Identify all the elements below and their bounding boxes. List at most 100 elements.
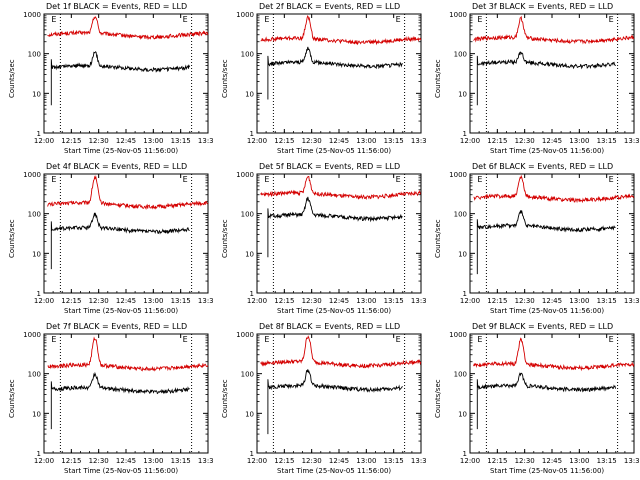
detector-panel: Det 3f BLACK = Events, RED = LLD Counts/s…	[426, 0, 639, 160]
detector-panel: Det 6f BLACK = Events, RED = LLD Counts/s…	[426, 160, 639, 320]
x-tick-label: 13:00	[143, 457, 163, 465]
event-marker-label: E	[609, 335, 614, 344]
plot-svg: 1 10 100 1000 12:00 12:15 12:30 12:45 13:00 13:15…	[23, 331, 213, 465]
x-tick-label: 12:00	[247, 297, 267, 305]
lld-series-line	[260, 335, 422, 369]
lld-series-line	[473, 337, 635, 372]
y-tick-label: 100	[28, 211, 41, 219]
x-tick-label: 13:30	[411, 137, 426, 145]
detector-panel: Det 8f BLACK = Events, RED = LLD Counts/s…	[213, 320, 426, 480]
event-marker-label: E	[477, 335, 482, 344]
lld-series-line	[473, 15, 635, 45]
x-tick-label: 12:00	[247, 457, 267, 465]
x-tick-label: 13:30	[198, 457, 213, 465]
x-tick-label: 12:30	[89, 297, 109, 305]
x-tick-label: 12:45	[329, 137, 349, 145]
panel-title: Det 3f BLACK = Events, RED = LLD	[472, 2, 614, 11]
event-marker-label: E	[264, 15, 269, 24]
detector-panel: Det 4f BLACK = Events, RED = LLD Counts/s…	[0, 160, 213, 320]
panel-title: Det 4f BLACK = Events, RED = LLD	[46, 162, 188, 171]
events-series-line	[50, 371, 190, 430]
y-tick-label: 1000	[449, 171, 467, 179]
x-tick-label: 12:30	[302, 297, 322, 305]
plot-svg: 1 10 100 1000 12:00 12:15 12:30 12:45 13:00 13:15…	[236, 11, 426, 145]
x-axis-label: Start Time (25-Nov-05 11:56:00)	[490, 467, 605, 475]
x-tick-label: 12:00	[460, 137, 480, 145]
x-tick-label: 13:30	[624, 297, 639, 305]
panel-title: Det 6f BLACK = Events, RED = LLD	[472, 162, 614, 171]
plot-svg: 1 10 100 1000 12:00 12:15 12:30 12:45 13:00 13:15…	[449, 11, 639, 145]
events-series-line	[50, 212, 190, 270]
event-marker-label: E	[477, 175, 482, 184]
x-tick-label: 13:30	[411, 297, 426, 305]
detector-panel: Det 2f BLACK = Events, RED = LLD Counts/s…	[213, 0, 426, 160]
x-tick-label: 13:15	[597, 137, 617, 145]
x-tick-label: 13:15	[597, 297, 617, 305]
y-tick-label: 1	[250, 450, 254, 458]
x-tick-label: 13:00	[569, 297, 589, 305]
y-tick-label: 10	[458, 410, 467, 418]
y-tick-label: 1000	[236, 11, 254, 19]
event-marker-label: E	[264, 335, 269, 344]
x-axis-label: Start Time (25-Nov-05 11:56:00)	[64, 467, 179, 475]
plot-frame	[256, 13, 422, 134]
panel-title: Det 2f BLACK = Events, RED = LLD	[259, 2, 401, 11]
event-marker-label: E	[51, 175, 56, 184]
event-marker-label: E	[477, 15, 482, 24]
y-tick-label: 1000	[236, 331, 254, 339]
y-tick-label: 10	[245, 90, 254, 98]
event-marker-label: E	[609, 15, 614, 24]
x-tick-label: 12:00	[34, 297, 54, 305]
x-tick-label: 13:15	[171, 137, 191, 145]
lld-series-line	[47, 15, 209, 41]
plot-frame	[469, 13, 635, 134]
lld-series-line	[260, 175, 421, 201]
x-tick-label: 12:30	[515, 297, 535, 305]
y-tick-label: 10	[245, 250, 254, 258]
plot-frame	[43, 333, 209, 454]
plot-frame	[256, 173, 422, 294]
y-tick-label: 100	[241, 211, 254, 219]
y-tick-label: 1	[463, 130, 467, 138]
x-tick-label: 12:45	[329, 457, 349, 465]
x-tick-label: 13:00	[569, 137, 589, 145]
event-marker-label: E	[264, 175, 269, 184]
y-tick-label: 1000	[23, 11, 41, 19]
event-marker-label: E	[183, 15, 188, 24]
y-tick-label: 1	[37, 290, 41, 298]
panel-title: Det 7f BLACK = Events, RED = LLD	[46, 322, 188, 331]
y-tick-label: 100	[28, 51, 41, 59]
x-tick-label: 12:45	[116, 457, 136, 465]
plot-svg: 1 10 100 1000 12:00 12:15 12:30 12:45 13:00 13:15…	[23, 11, 213, 145]
x-tick-label: 13:30	[198, 297, 213, 305]
y-tick-label: 100	[454, 371, 467, 379]
panel-title: Det 8f BLACK = Events, RED = LLD	[259, 322, 401, 331]
x-tick-label: 12:15	[61, 297, 81, 305]
y-tick-label: 10	[458, 250, 467, 258]
y-tick-label: 10	[32, 410, 41, 418]
event-marker-label: E	[183, 335, 188, 344]
x-tick-label: 12:15	[487, 137, 507, 145]
x-axis-label: Start Time (25-Nov-05 11:56:00)	[64, 307, 179, 315]
y-tick-label: 1	[250, 290, 254, 298]
y-tick-label: 100	[241, 371, 254, 379]
event-marker-label: E	[51, 15, 56, 24]
events-series-line	[50, 51, 191, 106]
x-tick-label: 12:15	[274, 137, 294, 145]
x-tick-label: 13:30	[624, 137, 639, 145]
event-marker-label: E	[396, 335, 401, 344]
y-tick-label: 100	[241, 51, 254, 59]
panel-title: Det 1f BLACK = Events, RED = LLD	[46, 2, 188, 11]
lld-series-line	[47, 175, 209, 210]
x-tick-label: 13:00	[356, 137, 376, 145]
panel-title: Det 5f BLACK = Events, RED = LLD	[259, 162, 401, 171]
x-tick-label: 12:00	[460, 457, 480, 465]
x-tick-label: 12:15	[274, 457, 294, 465]
y-tick-label: 1000	[449, 331, 467, 339]
event-marker-label: E	[396, 15, 401, 24]
plot-svg: 1 10 100 1000 12:00 12:15 12:30 12:45 13:00 13:15…	[449, 331, 639, 465]
lld-series-line	[47, 336, 209, 372]
lld-series-line	[260, 15, 422, 46]
y-tick-label: 10	[245, 410, 254, 418]
